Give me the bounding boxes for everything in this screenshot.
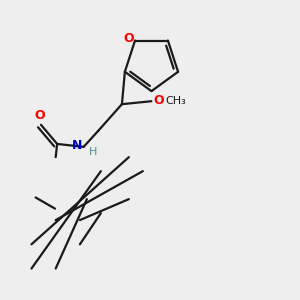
Text: CH₃: CH₃ (166, 96, 186, 106)
Text: O: O (34, 109, 45, 122)
Text: H: H (89, 147, 97, 157)
Text: O: O (123, 32, 134, 45)
Text: O: O (154, 94, 164, 107)
Text: N: N (72, 139, 82, 152)
